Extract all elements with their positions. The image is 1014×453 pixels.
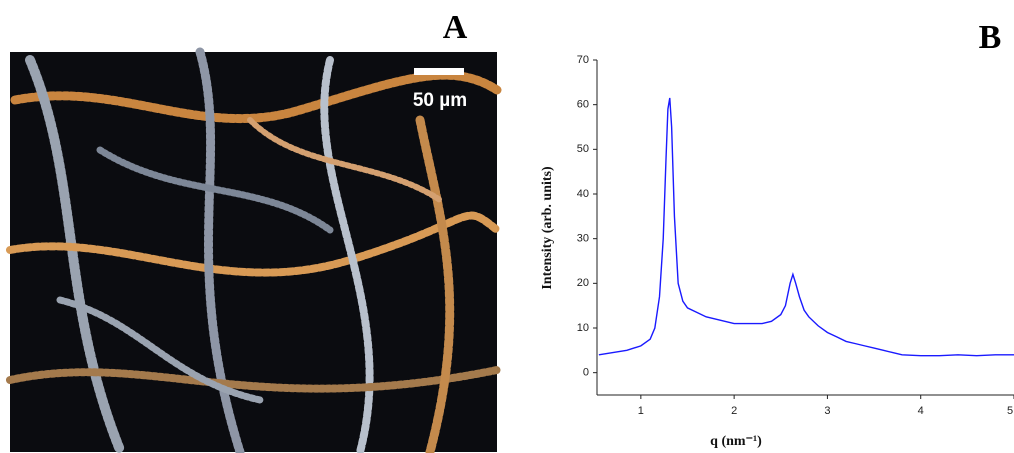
y-axis-title: Intensity (arb. units): [540, 166, 555, 290]
fiber: [56, 296, 264, 404]
data-line: [598, 97, 1014, 357]
fiber: [10, 70, 502, 124]
chart: 0 10 20 30 40 50 60 70 1 2 3 4 5: [577, 54, 1014, 417]
y-tick-label: 30: [577, 233, 589, 245]
y-tick-label: 70: [577, 54, 589, 66]
panel-label: B: [979, 19, 1002, 56]
fiber: [415, 115, 455, 453]
x-tick-label: 5: [1007, 405, 1013, 417]
x-tick-label: 3: [824, 405, 830, 417]
fiber: [320, 56, 374, 453]
y-tick-label: 40: [577, 188, 589, 200]
fiber: [247, 117, 443, 203]
x-axis-title: q (nm⁻¹): [710, 434, 762, 449]
x-tick-label: 1: [638, 405, 644, 417]
fiber: [6, 211, 501, 277]
x-tick-label: 2: [731, 405, 737, 417]
y-tick-label: 50: [577, 143, 589, 155]
scale-bar: [414, 68, 464, 75]
y-tick-label: 10: [577, 322, 589, 334]
micrograph-background: [10, 52, 497, 452]
y-tick-label: 20: [577, 277, 589, 289]
y-tick-label: 60: [577, 99, 589, 111]
y-tick-label: 0: [583, 367, 589, 379]
panel-label: A: [443, 9, 468, 46]
scale-bar-label: 50 µm: [413, 90, 467, 111]
micrograph: 50 µm: [6, 47, 502, 453]
micrograph-texture: [6, 47, 502, 453]
x-tick-label: 4: [918, 405, 924, 417]
fiber: [195, 47, 245, 453]
fiber: [96, 146, 334, 234]
